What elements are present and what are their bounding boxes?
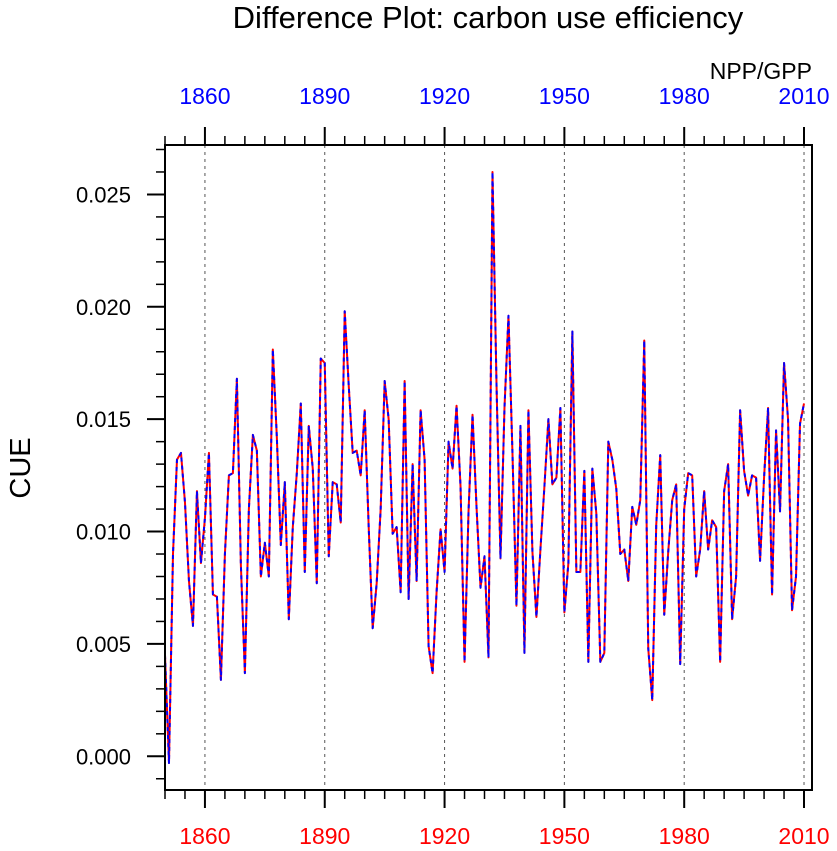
axis-ticks	[147, 127, 806, 808]
tick-labels: 1860 1860 1890 1890 1920 1920 1950 1950 1980 1980…	[76, 83, 830, 849]
series-line-series-b	[165, 170, 805, 765]
y-tick-label: 0.000	[76, 744, 131, 769]
x-bottom-tick-label: 1980	[659, 823, 710, 849]
series-line-series-a	[165, 170, 805, 765]
y-axis-label: CUE	[5, 437, 37, 498]
x-bottom-tick-label: 1950	[539, 823, 590, 849]
x-top-tick-label: 1920	[419, 83, 470, 109]
y-tick-label: 0.020	[76, 295, 131, 320]
x-bottom-tick-label: 2010	[778, 823, 829, 849]
x-top-tick-label: 1980	[659, 83, 710, 109]
y-tick-label: 0.025	[76, 182, 131, 207]
plot-frame	[164, 144, 813, 791]
x-top-tick-label: 1860	[179, 83, 230, 109]
x-top-tick-label: 1890	[299, 83, 350, 109]
x-top-tick-label: 2010	[778, 83, 829, 109]
grid-lines	[204, 145, 805, 790]
chart-subtitle: NPP/GPP	[710, 58, 812, 84]
x-bottom-tick-label: 1860	[179, 823, 230, 849]
y-tick-label: 0.010	[76, 520, 131, 545]
x-bottom-tick-label: 1920	[419, 823, 470, 849]
y-tick-label: 0.005	[76, 632, 131, 657]
chart-title: Difference Plot: carbon use efficiency	[233, 0, 744, 35]
data-series	[165, 170, 805, 765]
x-top-tick-label: 1950	[539, 83, 590, 109]
y-tick-label: 0.015	[76, 407, 131, 432]
x-bottom-tick-label: 1890	[299, 823, 350, 849]
